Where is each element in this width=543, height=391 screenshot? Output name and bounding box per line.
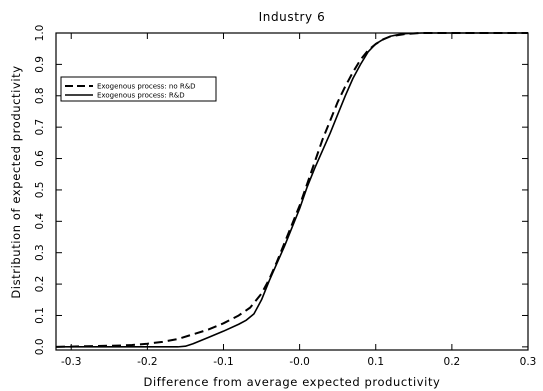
chart-title: Industry 6 <box>259 10 326 24</box>
legend-label-no-rd: Exogenous process: no R&D <box>97 83 196 91</box>
x-tick-label: -0.0 <box>289 356 310 368</box>
y-tick-label: 0.4 <box>34 213 46 230</box>
legend: Exogenous process: no R&D Exogenous proc… <box>60 76 217 102</box>
plot-frame <box>55 32 529 351</box>
x-tick-label: 0.3 <box>520 356 537 368</box>
legend-label-rd: Exogenous process: R&D <box>97 92 185 100</box>
x-tick-label: -0.1 <box>213 356 234 368</box>
y-tick-label: 0.9 <box>34 56 46 73</box>
y-tick-label: 0.0 <box>34 339 46 356</box>
x-axis-label: Difference from average expected product… <box>144 375 441 389</box>
y-axis-label: Distribution of expected productivity <box>9 65 23 298</box>
legend-box <box>60 76 217 102</box>
y-tick-label: 0.8 <box>34 87 46 104</box>
x-tick-label: 0.2 <box>444 356 461 368</box>
y-tick-label: 0.2 <box>34 276 46 293</box>
series-line-rd <box>56 32 528 348</box>
x-tick-label: 0.1 <box>367 356 384 368</box>
y-tick-label: 0.5 <box>34 182 46 199</box>
x-tick-label: -0.3 <box>61 356 82 368</box>
plot-area: -0.3 -0.2 -0.1 -0.0 0.1 0.2 0.3 0.0 0.1 0.2 0.3 0.4… <box>34 25 536 368</box>
y-tick-label: 1.0 <box>34 25 46 42</box>
y-tick-label: 0.7 <box>34 119 46 136</box>
y-tick-label: 0.1 <box>34 307 46 324</box>
y-tick-label: 0.6 <box>34 150 46 167</box>
x-tick-label: -0.2 <box>137 356 158 368</box>
y-tick-label: 0.3 <box>34 244 46 261</box>
